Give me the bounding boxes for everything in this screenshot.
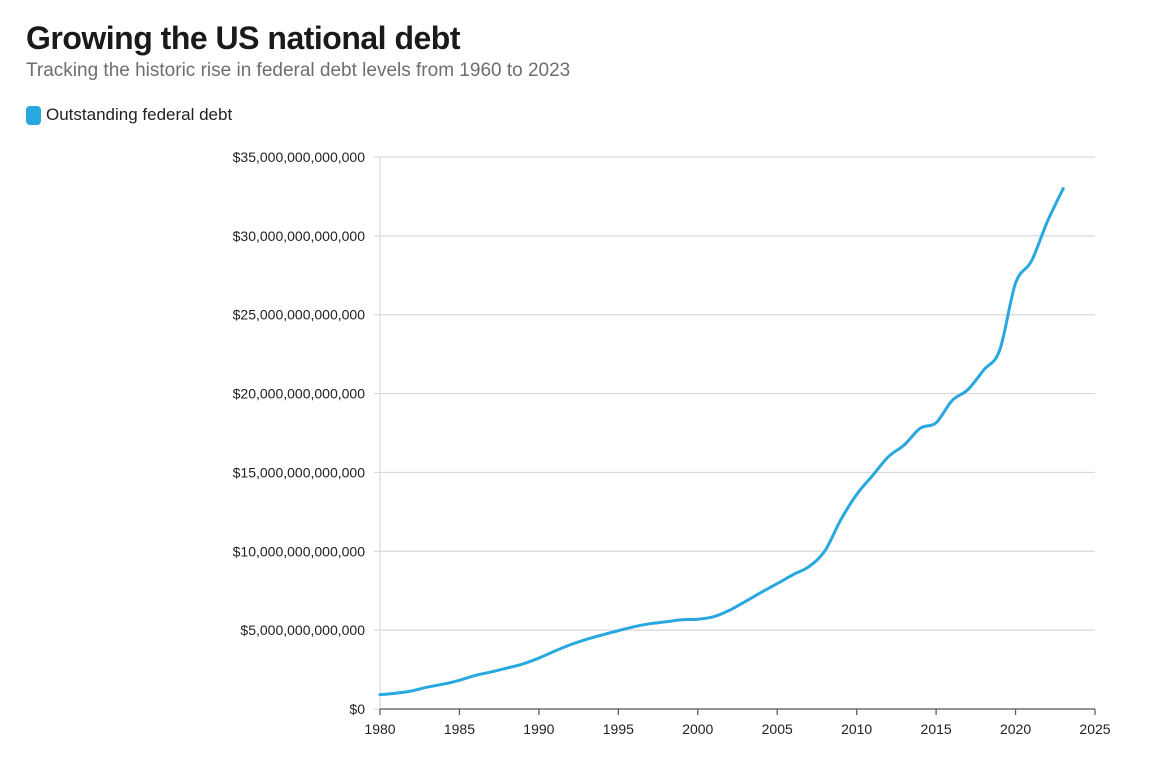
series-line-outstanding-federal-debt (378, 187, 1065, 697)
page-title: Growing the US national debt (26, 20, 461, 56)
y-tick-label: $20,000,000,000,000 (233, 386, 366, 402)
x-tick-label: 2005 (762, 721, 793, 737)
x-tick-label: 2015 (921, 721, 952, 737)
y-tick-label: $25,000,000,000,000 (233, 307, 366, 323)
axis-layer (374, 156, 1096, 715)
y-tick-label: $0 (349, 701, 365, 717)
x-tick-label: 2010 (841, 721, 872, 737)
page-subtitle: Tracking the historic rise in federal de… (26, 60, 571, 81)
y-tick-label: $5,000,000,000,000 (240, 622, 365, 638)
legend-label: Outstanding federal debt (46, 105, 233, 124)
x-tick-label: 1995 (603, 721, 634, 737)
legend: Outstanding federal debt (26, 105, 232, 125)
x-tick-label: 1985 (444, 721, 475, 737)
x-tick-label: 2000 (682, 721, 713, 737)
x-tick-label: 2025 (1079, 721, 1110, 737)
y-tick-label: $15,000,000,000,000 (233, 464, 366, 480)
y-tick-labels: $0 $5,000,000,000,000 $10,000,000,000,000 $… (233, 149, 366, 717)
legend-swatch (26, 105, 41, 125)
x-tick-label: 2020 (1000, 721, 1031, 737)
x-tick-label: 1990 (523, 721, 554, 737)
y-tick-label: $35,000,000,000,000 (233, 149, 366, 165)
y-tick-label: $30,000,000,000,000 (233, 228, 366, 244)
x-tick-label: 1980 (364, 721, 395, 737)
y-tick-label: $10,000,000,000,000 (233, 543, 366, 559)
grid-layer (380, 156, 1095, 631)
series-layer (378, 187, 1065, 697)
x-tick-labels: 1980 1985 1990 1995 2000 2005 2010 2015 2020 2025 (364, 721, 1110, 737)
